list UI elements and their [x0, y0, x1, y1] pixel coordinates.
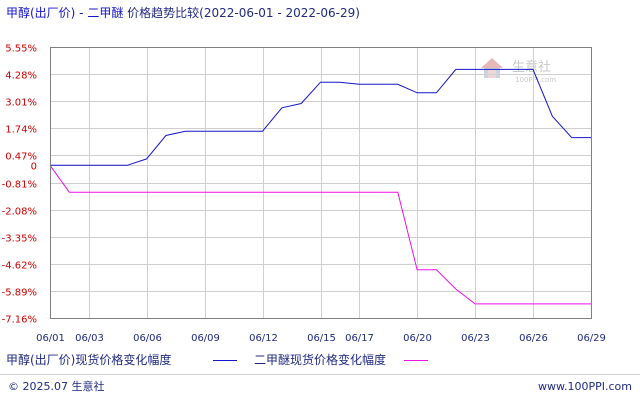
chart-title: 甲醇(出厂价) - 二甲醚 价格趋势比较(2022-06-01 - 2022-0… [6, 5, 360, 20]
series-line-1 [50, 68, 591, 166]
y-tick-label: -4.62% [2, 261, 37, 272]
y-tick-label: 5.55% [5, 44, 37, 55]
y-tick-label: 0.47% [5, 152, 37, 163]
x-tick-label: 06/17 [345, 333, 374, 344]
x-tick-label: 06/09 [191, 333, 220, 344]
y-tick-label: -2.08% [2, 207, 37, 218]
x-tick-label: 06/29 [577, 333, 606, 344]
x-tick-label: 06/03 [75, 333, 104, 344]
series-lines [49, 68, 591, 305]
legend-label-2: 二甲醚现货价格变化幅度 [254, 352, 386, 367]
x-tick-label: 06/12 [249, 333, 278, 344]
y-tick-label: 0 [31, 162, 37, 173]
footer-copyright: © 2025.07 生意社 [8, 379, 104, 393]
watermark-subtext: 100PPI.com [515, 76, 556, 84]
y-tick-label: -5.89% [2, 288, 37, 299]
footer-url: www.100PPI.com [538, 380, 632, 393]
y-tick-label: -0.81% [2, 180, 37, 191]
y-axis-ticks: 5.55% 4.28% 3.01% 1.74% 0.47%0 -0.81% -2.08% -3… [2, 44, 37, 326]
x-tick-label: 06/06 [133, 333, 162, 344]
y-tick-label: -3.35% [2, 234, 37, 245]
y-tick-label: 4.28% [5, 71, 37, 82]
legend-label-1: 甲醇(出厂价)现货价格变化幅度 [6, 352, 171, 367]
plot-frame [50, 47, 592, 319]
series-line-2 [49, 165, 591, 305]
watermark-text: 生意社 [512, 59, 551, 75]
x-axis-ticks: 06/01 06/03 06/06 06/09 06/12 06/15 06/17 06/20… [36, 333, 606, 344]
grid-lines [50, 47, 591, 318]
y-tick-label: 1.74% [5, 125, 37, 136]
y-tick-label: 3.01% [5, 98, 37, 109]
x-tick-label: 06/01 [36, 333, 65, 344]
y-tick-label: -7.16% [2, 315, 37, 326]
x-tick-label: 06/20 [403, 333, 432, 344]
x-tick-label: 06/23 [461, 333, 490, 344]
x-tick-label: 06/26 [519, 333, 548, 344]
x-tick-label: 06/15 [307, 333, 336, 344]
legend: 甲醇(出厂价)现货价格变化幅度 二甲醚现货价格变化幅度 [6, 352, 428, 367]
